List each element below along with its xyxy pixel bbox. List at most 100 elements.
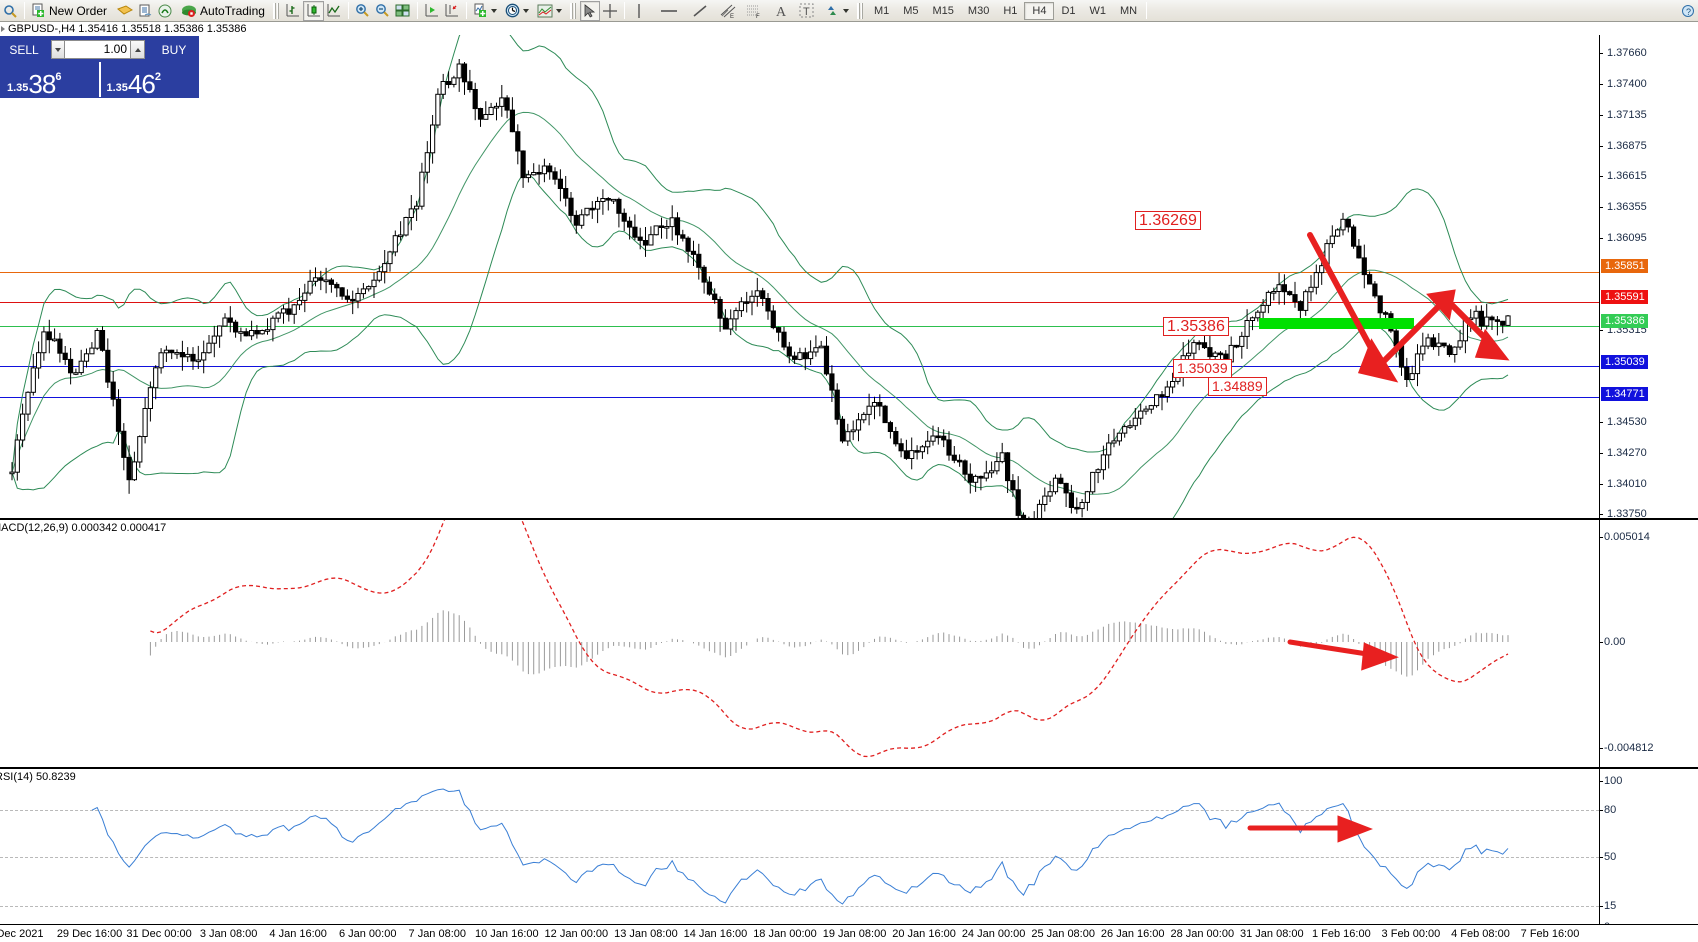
price-tick (1600, 176, 1603, 178)
time-tick-label: 18 Jan 00:00 (753, 928, 817, 940)
macd-tick-label: 0.005014 (1604, 531, 1650, 543)
time-tick-label: 1 Feb 16:00 (1312, 928, 1371, 940)
price-pane[interactable]: 1.36269 1.35386 1.35039 1.34889 1.33567 … (0, 35, 1698, 551)
rsi-forecast-arrow[interactable] (0, 769, 1599, 942)
rsi-plot[interactable]: RSI(14) 50.8239 (0, 769, 1599, 942)
chevron-down-icon[interactable] (490, 8, 497, 13)
rsi-level-15 (0, 906, 1599, 907)
templates-yellow-icon[interactable] (115, 1, 135, 21)
templates-icon[interactable] (535, 1, 564, 21)
autotrading-button[interactable]: AutoTrading (179, 1, 267, 21)
support-zone-rectangle[interactable] (1259, 318, 1414, 329)
svg-text:A: A (776, 5, 787, 18)
price-chip-135039[interactable]: 1.35039 (1601, 355, 1648, 370)
buy-price[interactable]: 1.35 46 2 (98, 62, 199, 97)
price-tick-label: 1.37135 (1607, 108, 1647, 121)
candlestick-chart-icon[interactable] (302, 0, 324, 21)
period-clock-icon[interactable] (503, 1, 531, 21)
one-click-trading-panel[interactable]: SELL 1.00 BUY 1.35 38 6 1.35 46 2 (0, 36, 199, 98)
price-annotation-136269[interactable]: 1.36269 (1135, 211, 1201, 230)
text-label-icon[interactable]: T (797, 1, 817, 21)
macd-axis[interactable]: 0.005014 0.00 -0.004812 (1599, 520, 1698, 767)
help-icon[interactable]: ? (1678, 1, 1698, 21)
volume-input[interactable]: 1.00 (65, 40, 131, 59)
price-tick-label: 1.33750 (1607, 508, 1647, 521)
line-chart-icon[interactable] (324, 1, 344, 21)
fibonacci-icon[interactable]: F (743, 1, 765, 21)
volume-stepper-up[interactable] (131, 40, 145, 59)
time-tick-label: 12 Jan 00:00 (544, 928, 609, 940)
navigator-icon[interactable] (155, 1, 175, 21)
tab-timeframe-m5[interactable]: M5 (903, 4, 919, 17)
macd-pane[interactable]: MACD(12,26,9) 0.000342 0.000417 0.005014… (0, 519, 1698, 768)
chevron-down-icon-vol (55, 47, 61, 52)
sell-price[interactable]: 1.35 38 6 (1, 62, 99, 97)
vertical-line-icon[interactable] (629, 1, 649, 21)
price-axis[interactable]: 1.37660 1.37400 1.37135 1.36875 1.36615 1.363… (1599, 35, 1698, 551)
rsi-pane[interactable]: RSI(14) 50.8239 1008050150 (0, 768, 1698, 942)
magnifier-icon[interactable] (0, 1, 20, 21)
time-axis[interactable]: Dec 2021 29 Dec 16:00 31 Dec 00:00 3 Jan 08… (0, 924, 1698, 942)
macd-plot[interactable]: MACD(12,26,9) 0.000342 0.000417 (0, 520, 1599, 767)
objects-icon[interactable] (823, 1, 851, 21)
crosshair-icon[interactable] (600, 1, 620, 21)
trend-arrows-overlay[interactable] (0, 35, 1599, 518)
bar-chart-icon[interactable] (283, 1, 303, 21)
caret-up-icon (134, 47, 141, 52)
zoom-out-icon[interactable] (373, 1, 393, 21)
time-tick-label: 7 Feb 16:00 (1520, 928, 1580, 940)
zoom-in-icon[interactable] (353, 1, 373, 21)
volume-dropdown-button[interactable] (51, 40, 65, 59)
tab-timeframe-h1[interactable]: H1 (1003, 4, 1018, 17)
trendline-icon[interactable] (689, 1, 711, 21)
tab-timeframe-m30[interactable]: M30 (967, 4, 990, 17)
price-plot[interactable]: 1.36269 1.35386 1.35039 1.34889 1.33567 (0, 35, 1599, 518)
tab-timeframe-d1[interactable]: D1 (1061, 4, 1076, 17)
tab-timeframe-h4[interactable]: H4 (1024, 1, 1055, 20)
price-tick (1600, 145, 1603, 147)
price-annotation-135039[interactable]: 1.35039 (1173, 359, 1232, 378)
toolbar-grip-3[interactable] (856, 2, 864, 19)
new-indicator-icon[interactable] (471, 1, 499, 21)
terminal-icon[interactable] (135, 1, 155, 21)
tab-timeframe-mn[interactable]: MN (1120, 4, 1138, 17)
macd-forecast-arrow[interactable] (0, 520, 1599, 767)
price-chip-135591[interactable]: 1.35591 (1601, 290, 1648, 305)
chart-shift-icon[interactable] (442, 1, 462, 21)
main-toolbar[interactable]: New Order AutoTrading (0, 0, 1698, 22)
toolbar-grip-2[interactable] (569, 2, 577, 19)
toolbar-divider-2 (347, 2, 349, 19)
toolbar-grip[interactable] (272, 2, 280, 19)
chevron-down-icon-3[interactable] (555, 8, 562, 13)
price-annotation-134889[interactable]: 1.34889 (1208, 377, 1267, 396)
text-icon[interactable]: A (771, 1, 791, 21)
time-tick-label: 3 Feb 00:00 (1381, 928, 1441, 940)
auto-scroll-icon[interactable] (422, 1, 442, 21)
horizontal-line-icon[interactable] (657, 1, 681, 21)
sell-button[interactable]: SELL (9, 42, 39, 57)
tab-timeframe-m15[interactable]: M15 (932, 4, 954, 17)
new-order-label: New Order (49, 3, 108, 18)
chevron-down-icon-2[interactable] (522, 8, 529, 13)
equidistant-channel-icon[interactable]: E (717, 1, 739, 21)
chart-header-text: GBPUSD-,H4 1.35416 1.35518 1.35386 1.353… (8, 22, 247, 35)
tab-timeframe-w1[interactable]: W1 (1089, 4, 1107, 17)
buy-button[interactable]: BUY (161, 42, 187, 57)
grid-icon[interactable] (393, 1, 413, 21)
new-order-button[interactable]: New Order (29, 1, 109, 21)
cursor-icon[interactable] (579, 0, 600, 21)
macd-tick (1600, 748, 1603, 749)
chart-container[interactable]: 1.36269 1.35386 1.35039 1.34889 1.33567 … (0, 35, 1698, 942)
tab-timeframe-m1[interactable]: M1 (873, 4, 890, 17)
price-chip-135851[interactable]: 1.35851 (1601, 259, 1648, 274)
rsi-axis[interactable]: 1008050150 (1599, 769, 1698, 942)
trade-panel-controls[interactable]: SELL 1.00 BUY (1, 37, 198, 62)
rsi-tick-label: 80 (1604, 804, 1617, 816)
price-chip-135386[interactable]: 1.35386 (1601, 314, 1648, 329)
price-annotation-135386[interactable]: 1.35386 (1163, 317, 1229, 336)
time-tick-label: 13 Jan 08:00 (614, 928, 678, 940)
rsi-tick (1600, 781, 1603, 782)
chevron-down-icon-4[interactable] (842, 8, 849, 13)
time-tick-label: 31 Dec 00:00 (126, 928, 192, 940)
price-chip-134771[interactable]: 1.34771 (1601, 386, 1648, 401)
